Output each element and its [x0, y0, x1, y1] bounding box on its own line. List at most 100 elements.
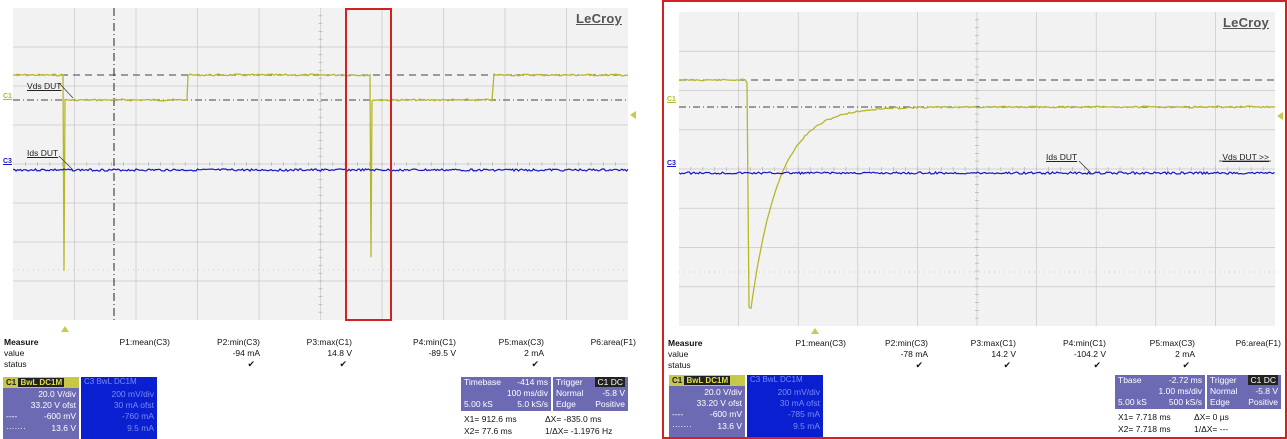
trigger-position-marker[interactable]: [61, 326, 69, 332]
c1-offset: 33.20 V ofst: [696, 398, 742, 408]
c3-channel-box[interactable]: C3 BwL DC1M 200 mV/div 30 mA ofst -785 m…: [747, 375, 823, 437]
c3-channel-box[interactable]: C3 BwL DC1M 200 mV/div 30 mA ofst -760 m…: [81, 377, 157, 439]
label-pointer: [58, 155, 74, 171]
right-measure-panel: Measure value status P1:mean(C3) P2:min(…: [668, 338, 1283, 378]
cursor-inv-dx: 1/ΔX= ---: [1194, 424, 1229, 434]
param-p4-value: -89.5 V: [428, 348, 456, 358]
cursor-inv-dx: 1/ΔX= -1.1976 Hz: [545, 426, 613, 436]
param-p4-status-check: ✔: [1093, 360, 1101, 370]
param-p4-value: -104.2 V: [1073, 349, 1106, 359]
c1-channel-box[interactable]: C1 BwL DC1M 20.0 V/div 33.20 V ofst ----…: [3, 377, 79, 439]
param-p5-value: 2 mA: [524, 348, 544, 358]
trigger-level-marker[interactable]: [630, 111, 636, 119]
label-pointer: [58, 82, 74, 99]
param-p1-name[interactable]: P1:mean(C3): [795, 338, 846, 348]
ids-trace-label: Ids DUT: [27, 148, 59, 158]
zoom-selection-box[interactable]: [345, 8, 392, 321]
trigger-box[interactable]: Trigger C1 DC Normal -5.8 V Edge Positiv…: [1207, 375, 1281, 409]
c3-channel-marker[interactable]: C3: [3, 158, 12, 165]
c3-box-badge: BwL DC1M: [96, 377, 137, 386]
trigger-mode: Normal: [1210, 386, 1238, 396]
param-p3-status-check: ✔: [339, 359, 347, 369]
vds-trace-label: Vds DUT: [27, 81, 62, 91]
right-waveform-grid[interactable]: LeCroy Ids DUT Vds DUT >>: [679, 12, 1275, 326]
trigger-slope: Positive: [1248, 397, 1278, 407]
lecroy-logo: LeCroy: [576, 11, 622, 26]
trigger-source-badge: C1 DC: [1248, 375, 1278, 385]
timebase-tdiv: 100 ms/div: [506, 388, 548, 398]
c1-vdiv: 20.0 V/div: [704, 387, 742, 397]
ids-waveform: [679, 171, 1275, 176]
param-p6-name[interactable]: P6:area(F1): [1235, 338, 1281, 348]
cursor-dx: ΔX= -835.0 ms: [545, 414, 602, 424]
param-p2-value: -78 mA: [900, 349, 928, 359]
trigger-label: Trigger: [1210, 375, 1237, 385]
label-pointer: [1078, 160, 1092, 174]
timebase-box[interactable]: Timebase -414 ms 100 ms/div 5.00 kS 5.0 …: [461, 377, 551, 411]
c1-level-1: -600 mV: [43, 411, 76, 421]
cursor-dx: ΔX= 0 µs: [1194, 412, 1229, 422]
trigger-position-marker[interactable]: [811, 328, 819, 334]
trigger-source-badge: C1 DC: [595, 377, 625, 387]
c1-offset: 33.20 V ofst: [30, 400, 76, 410]
c3-vdiv: 200 mV/div: [777, 387, 820, 397]
param-p5-status-check: ✔: [1182, 360, 1190, 370]
param-p4-name[interactable]: P4:min(C1): [413, 337, 456, 347]
timebase-box[interactable]: Tbase -2.72 ms 1.00 ms/div 5.00 kS 500 k…: [1115, 375, 1205, 409]
lecroy-logo: LeCroy: [1223, 15, 1269, 30]
trigger-level: -5.8 V: [602, 388, 625, 398]
ids-waveform: [13, 167, 628, 172]
c1-channel-box[interactable]: C1 BwL DC1M 20.0 V/div 33.20 V ofst ----…: [669, 375, 745, 437]
param-p3-value: 14.2 V: [991, 349, 1016, 359]
param-p3-status-check: ✔: [1003, 360, 1011, 370]
measure-status-label: status: [4, 359, 27, 369]
timebase-rate: 5.0 kS/s: [517, 399, 548, 409]
measure-title: Measure: [668, 338, 703, 348]
param-p5-name[interactable]: P5:max(C3): [498, 337, 544, 347]
c1-box-tag: C1: [6, 378, 17, 387]
measure-status-label: status: [668, 360, 691, 370]
timebase-delay: -414 ms: [517, 377, 548, 387]
right-waveform-plot: [679, 12, 1275, 326]
cursor-x1: X1= 912.6 ms: [464, 414, 517, 424]
param-p3-name[interactable]: P3:max(C1): [306, 337, 352, 347]
c3-channel-marker[interactable]: C3: [667, 160, 676, 167]
c3-level-2: 9.5 mA: [127, 423, 154, 433]
measure-value-label: value: [668, 349, 689, 359]
c1-channel-marker[interactable]: C1: [667, 96, 676, 103]
c1-box-badge: BwL DC1M: [18, 378, 65, 387]
trigger-type: Edge: [556, 399, 576, 409]
c1-level-2: 13.6 V: [717, 421, 742, 431]
vds-waveform: [679, 78, 1275, 310]
c1-level-1: -600 mV: [709, 409, 742, 419]
param-p6-name[interactable]: P6:area(F1): [590, 337, 636, 347]
param-p5-name[interactable]: P5:max(C3): [1149, 338, 1195, 348]
param-p3-value: 14.8 V: [327, 348, 352, 358]
vds-waveform: [13, 73, 628, 271]
param-p2-name[interactable]: P2:min(C3): [217, 337, 260, 347]
left-waveform-grid[interactable]: LeCroy Vds DUT Ids DUT: [13, 8, 628, 320]
param-p1-name[interactable]: P1:mean(C3): [119, 337, 170, 347]
vds-trace-label[interactable]: Vds DUT >>: [1222, 152, 1269, 162]
param-p5-value: 2 mA: [1175, 349, 1195, 359]
cursor-x2: X2= 77.6 ms: [464, 426, 512, 436]
c1-vdiv: 20.0 V/div: [38, 389, 76, 399]
param-p2-name[interactable]: P2:min(C3): [885, 338, 928, 348]
param-p2-value: -94 mA: [232, 348, 260, 358]
param-p4-name[interactable]: P4:min(C1): [1063, 338, 1106, 348]
param-p2-status-check: ✔: [915, 360, 923, 370]
param-p3-name[interactable]: P3:max(C1): [970, 338, 1016, 348]
trigger-box[interactable]: Trigger C1 DC Normal -5.8 V Edge Positiv…: [553, 377, 628, 411]
trigger-level-marker[interactable]: [1277, 112, 1283, 120]
trigger-type: Edge: [1210, 397, 1230, 407]
c1-channel-marker[interactable]: C1: [3, 93, 12, 100]
c3-level-1: -760 mA: [121, 411, 154, 421]
param-p5-status-check: ✔: [531, 359, 539, 369]
timebase-tdiv: 1.00 ms/div: [1158, 386, 1202, 396]
measure-title: Measure: [4, 337, 39, 347]
timebase-rate: 500 kS/s: [1168, 397, 1202, 407]
c3-offset: 30 mA ofst: [113, 400, 154, 410]
measure-value-label: value: [4, 348, 25, 358]
timebase-samples: 5.00 kS: [464, 399, 493, 409]
timebase-delay: -2.72 ms: [1168, 375, 1202, 385]
